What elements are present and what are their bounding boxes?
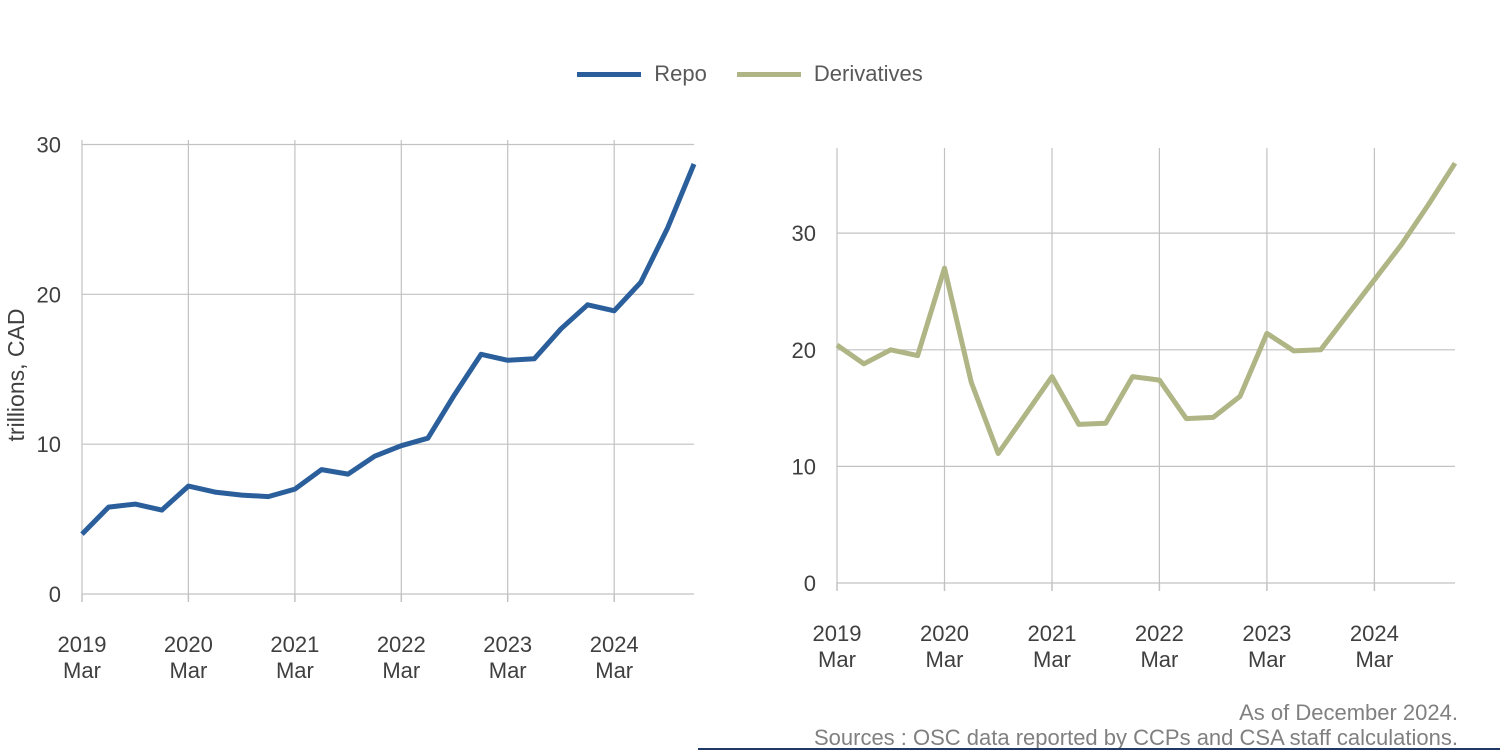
x-tick-label-month: Mar — [63, 658, 101, 683]
x-tick-label-month: Mar — [1140, 647, 1178, 672]
sources-note: Sources : OSC data reported by CCPs and … — [813, 725, 1458, 750]
y-tick-label: 30 — [792, 221, 816, 246]
x-tick-label-year: 2019 — [58, 632, 107, 657]
y-tick-label: 20 — [37, 282, 61, 307]
x-tick-label-year: 2024 — [590, 632, 639, 657]
footer: As of December 2024. Sources : OSC data … — [814, 700, 1458, 750]
x-tick-label-month: Mar — [1355, 647, 1393, 672]
x-tick-label-month: Mar — [1033, 647, 1071, 672]
x-tick-label-year: 2020 — [164, 632, 213, 657]
derivatives-chart: 2019Mar2020Mar2021Mar2022Mar2023Mar2024M… — [792, 148, 1458, 672]
x-tick-label-year: 2019 — [813, 621, 862, 646]
x-tick-label-month: Mar — [1248, 647, 1286, 672]
x-tick-label-year: 2022 — [1135, 621, 1184, 646]
x-tick-label-month: Mar — [169, 658, 207, 683]
x-tick-label-month: Mar — [818, 647, 856, 672]
legend-label-derivatives: Derivatives — [813, 61, 923, 86]
repo-line-swatch — [577, 71, 642, 77]
derivatives-line — [835, 161, 1458, 456]
x-tick-label-month: Mar — [276, 658, 314, 683]
x-tick-label-month: Mar — [595, 658, 633, 683]
x-tick-label-month: Mar — [489, 658, 527, 683]
x-tick-label-month: Mar — [926, 647, 964, 672]
x-tick-label-month: Mar — [382, 658, 420, 683]
y-tick-label: 20 — [792, 338, 816, 363]
x-tick-label-year: 2022 — [377, 632, 426, 657]
bottom-rule — [698, 748, 1500, 750]
legend-item-derivatives: Derivatives — [736, 61, 923, 87]
derivatives-line-swatch — [736, 71, 801, 77]
legend-item-repo: Repo — [577, 61, 707, 87]
x-tick-label-year: 2021 — [270, 632, 319, 657]
legend-label-repo: Repo — [654, 61, 707, 86]
x-tick-label-year: 2021 — [1028, 621, 1077, 646]
repo-chart: 2019Mar2020Mar2021Mar2022Mar2023Mar2024M… — [37, 133, 697, 683]
y-tick-label: 0 — [49, 582, 61, 607]
repo-line — [80, 163, 697, 536]
as-of-note: As of December 2024. — [1239, 700, 1458, 725]
y-tick-label: 10 — [792, 454, 816, 479]
x-tick-label-year: 2023 — [483, 632, 532, 657]
x-tick-label-year: 2024 — [1350, 621, 1399, 646]
x-tick-label-year: 2023 — [1242, 621, 1291, 646]
legend: Repo Derivatives — [0, 61, 1500, 87]
y-tick-label: 30 — [37, 133, 61, 158]
y-axis-title: trillions, CAD — [3, 309, 29, 442]
y-tick-label: 10 — [37, 432, 61, 457]
y-tick-label: 0 — [804, 571, 816, 596]
x-tick-label-year: 2020 — [920, 621, 969, 646]
